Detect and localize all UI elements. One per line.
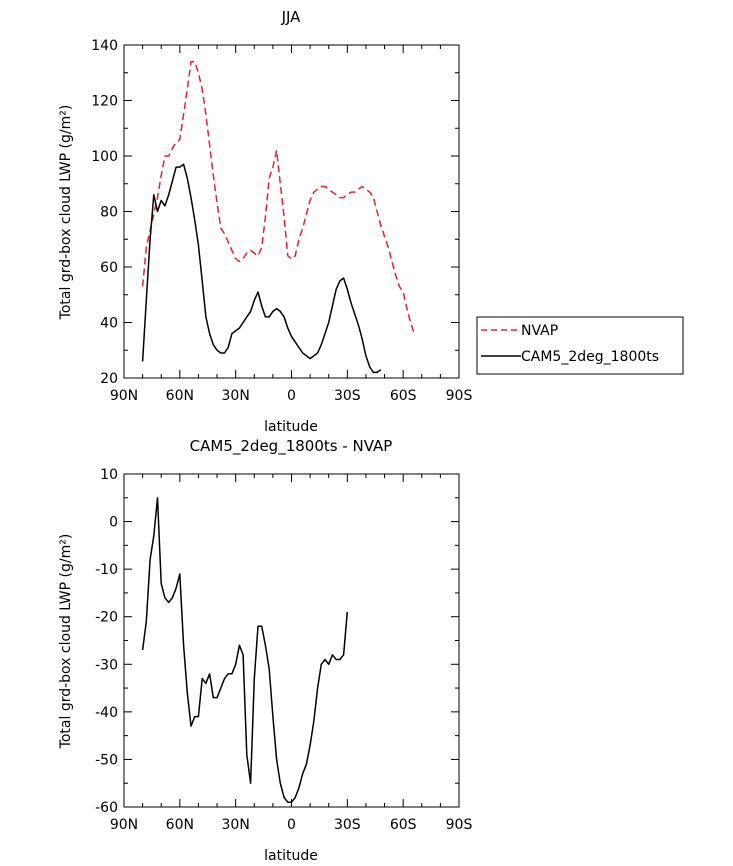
y-tick-label: -40 — [95, 705, 118, 721]
series-line-nvap — [141, 60, 416, 334]
tick-labels: 90N 60N 30N 0 30S 60S 90S 20 40 60 80 100 120 140 — [91, 38, 472, 404]
bottom-panel: CAM5_2deg_1800ts - NVAP Total grd-box cl… — [58, 437, 472, 864]
plot-frame — [123, 473, 460, 808]
x-tick-label: 90S — [446, 817, 473, 833]
x-tick-label: 30S — [334, 817, 361, 833]
y-tick-label: -60 — [95, 800, 118, 816]
tick-marks — [123, 44, 460, 379]
legend: NVAP CAM5_2deg_1800ts — [476, 316, 684, 375]
x-axis-label: latitude — [264, 848, 318, 864]
series-line-difference — [141, 497, 349, 803]
series-line-cam5-2deg-1800ts — [141, 163, 382, 374]
y-tick-label: -20 — [95, 610, 118, 626]
y-tick-label: 140 — [91, 38, 118, 54]
series-group — [141, 497, 349, 803]
tick-labels: 90N 60N 30N 0 30S 60S 90S -60 -50 -40 -30 -20 -10 0 10 — [95, 467, 472, 833]
top-panel: JJA Total grd-box cloud LWP (g/m²) 90N 60… — [58, 8, 472, 435]
y-tick-label: 60 — [100, 260, 118, 276]
x-tick-label: 0 — [287, 817, 296, 833]
x-tick-label: 30S — [334, 388, 361, 404]
y-tick-label: 0 — [109, 515, 118, 531]
x-tick-label: 60N — [166, 817, 194, 833]
x-tick-label: 60S — [390, 817, 417, 833]
chart-title: JJA — [281, 8, 302, 26]
legend-label-cam5: CAM5_2deg_1800ts — [521, 349, 659, 365]
x-tick-label: 60S — [390, 388, 417, 404]
y-tick-label: 100 — [91, 149, 118, 165]
legend-label-nvap: NVAP — [521, 323, 558, 339]
y-tick-label: 10 — [100, 467, 118, 483]
y-axis-label: Total grd-box cloud LWP (g/m²) — [58, 534, 74, 750]
x-tick-label: 90N — [110, 817, 138, 833]
y-tick-label: 80 — [100, 205, 118, 221]
y-axis-label: Total grd-box cloud LWP (g/m²) — [58, 105, 74, 321]
tick-marks — [123, 473, 460, 808]
y-tick-label: 120 — [91, 94, 118, 110]
y-tick-label: -10 — [95, 562, 118, 578]
plot-frame — [123, 44, 460, 379]
y-tick-label: -30 — [95, 657, 118, 673]
x-tick-label: 90S — [446, 388, 473, 404]
y-tick-label: 40 — [100, 316, 118, 332]
x-tick-label: 0 — [287, 388, 296, 404]
x-tick-label: 30N — [222, 388, 250, 404]
x-tick-label: 90N — [110, 388, 138, 404]
x-tick-label: 60N — [166, 388, 194, 404]
legend-box — [476, 316, 684, 375]
series-group — [141, 60, 416, 374]
x-tick-label: 30N — [222, 817, 250, 833]
y-tick-label: -50 — [95, 752, 118, 768]
x-axis-label: latitude — [264, 419, 318, 435]
y-tick-label: 20 — [100, 371, 118, 387]
chart-title: CAM5_2deg_1800ts - NVAP — [190, 437, 393, 456]
